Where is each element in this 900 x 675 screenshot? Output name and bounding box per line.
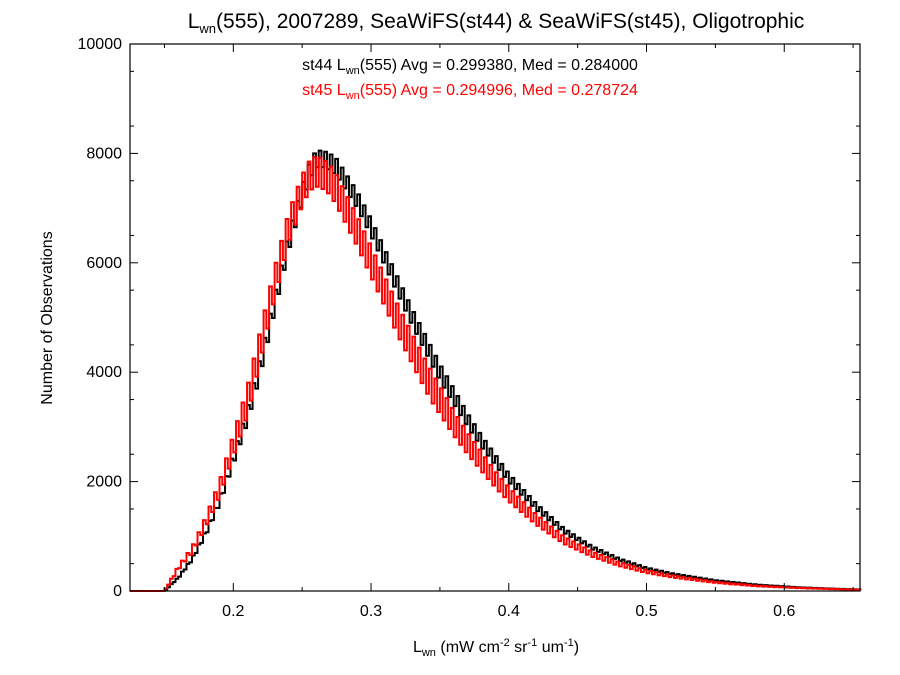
stats-annotations: st44 Lwn(555) Avg = 0.299380, Med = 0.28…: [302, 57, 638, 102]
y-tick-label: 8000: [86, 145, 122, 162]
y-axis-label: Number of Observations: [39, 231, 56, 404]
y-tick-label: 6000: [86, 255, 122, 272]
plot-frame: [129, 43, 861, 592]
x-tick-label: 0.4: [498, 603, 520, 620]
x-axis-label: Lwn (mW cm-2 sr-1 um-1): [413, 637, 579, 659]
x-tick-label: 0.5: [635, 603, 657, 620]
axis-ticks: 0.2 0.3 0.4 0.5 0.6 0 2000 4000 6000 8000 10000: [78, 36, 860, 620]
x-tick-label: 0.6: [773, 603, 795, 620]
stat-annotation-1: st44 Lwn(555) Avg = 0.299380, Med = 0.28…: [302, 57, 638, 77]
y-tick-label: 0: [113, 583, 122, 600]
x-tick-label: 0.2: [222, 603, 244, 620]
x-tick-label: 0.3: [360, 603, 382, 620]
stat-annotation-2: st45 Lwn(555) Avg = 0.294996, Med = 0.27…: [302, 82, 638, 102]
series-traces: [130, 149, 862, 592]
y-tick-label: 10000: [78, 36, 123, 53]
series-st44-line: [130, 149, 862, 592]
series-st45-line: [130, 156, 862, 592]
y-tick-label: 2000: [86, 474, 122, 491]
chart-title: Lwn(555), 2007289, SeaWiFS(st44) & SeaWi…: [188, 10, 805, 36]
y-tick-label: 4000: [86, 364, 122, 381]
